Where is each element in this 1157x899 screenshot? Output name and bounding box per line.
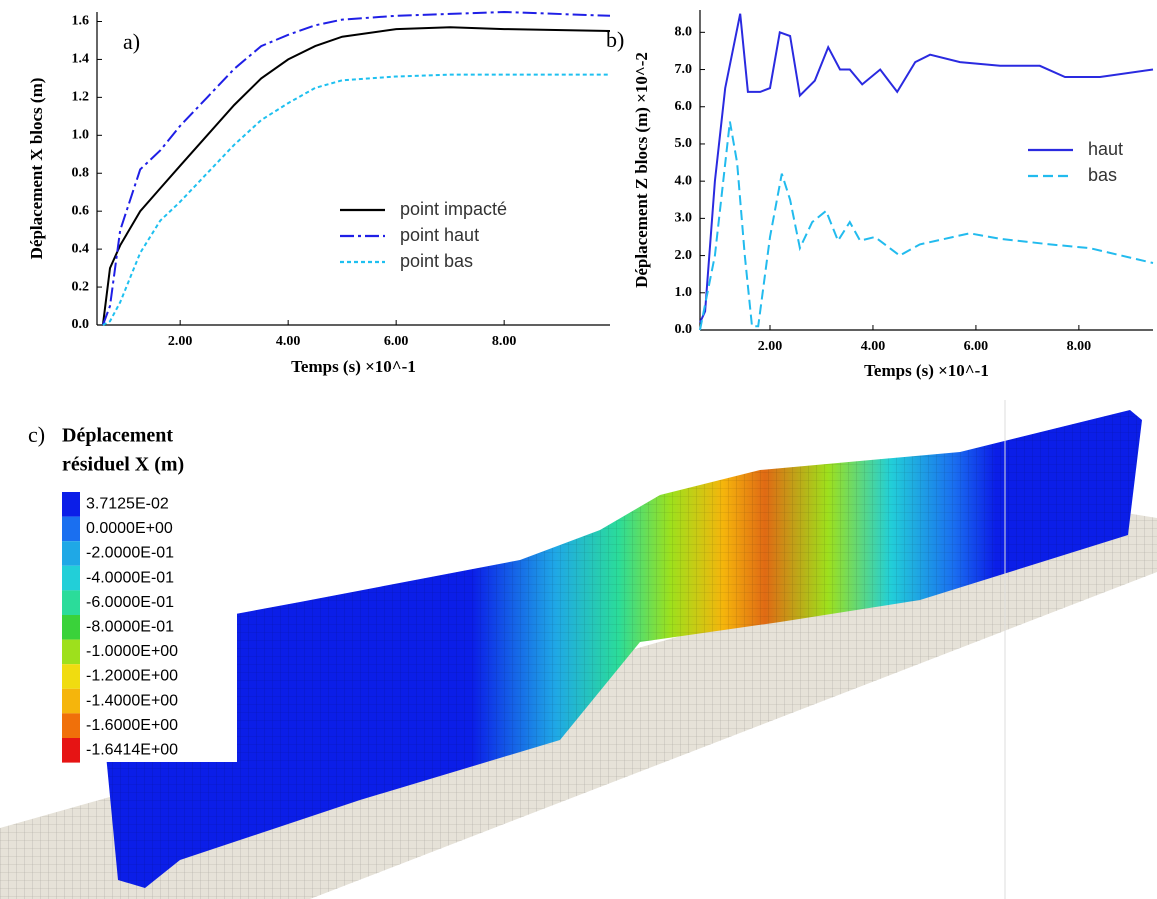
y-tick-label: 0.6	[72, 203, 90, 218]
x-axis-label: Temps (s) ×10^-1	[864, 361, 989, 380]
legend-label: -8.0000E-01	[86, 619, 174, 636]
legend-label: point haut	[400, 225, 479, 245]
legend-box	[55, 484, 237, 762]
legend-swatch	[62, 738, 80, 763]
legend-label: 0.0000E+00	[86, 520, 173, 537]
x-tick-label: 4.00	[861, 339, 886, 354]
data-line	[699, 121, 1154, 331]
legend-swatch	[62, 639, 80, 665]
x-tick-label: 2.00	[168, 334, 193, 349]
legend-swatch	[62, 713, 80, 738]
legend-label: haut	[1088, 139, 1123, 159]
legend-swatch	[62, 664, 80, 689]
color-legend: 3.7125E-02 0.0000E+00 -2.0000E-01 -4.0000E-…	[62, 492, 178, 763]
legend-swatch	[62, 615, 80, 640]
legend-swatch	[62, 492, 80, 517]
x-tick-label: 8.00	[1067, 339, 1092, 354]
y-tick-label: 0.0	[72, 317, 90, 332]
legend-label: -1.2000E+00	[86, 668, 178, 685]
y-tick-label: 2.0	[675, 248, 693, 263]
data-line	[101, 26, 611, 326]
data-line	[101, 10, 611, 326]
legend-title: Déplacement	[62, 425, 173, 447]
legend-subtitle: résiduel X (m)	[62, 454, 184, 476]
x-tick-label: 8.00	[492, 334, 517, 349]
legend-swatch	[62, 590, 80, 615]
y-tick-label: 1.2	[72, 90, 90, 105]
y-tick-label: 3.0	[675, 211, 693, 226]
legend-label: -1.6414E+00	[86, 742, 178, 759]
x-axis-label: Temps (s) ×10^-1	[291, 357, 416, 376]
y-tick-label: 1.0	[72, 128, 90, 143]
y-tick-label: 8.0	[675, 25, 693, 40]
legend-label: -1.0000E+00	[86, 643, 178, 660]
legend-label: -2.0000E-01	[86, 545, 174, 562]
y-tick-label: 1.4	[72, 52, 90, 67]
legend-label: -1.4000E+00	[86, 692, 178, 709]
panel-label: c)	[28, 422, 45, 447]
y-tick-label: 5.0	[675, 136, 693, 151]
y-tick-label: 7.0	[675, 62, 693, 77]
data-line	[699, 13, 1154, 324]
legend-label: point impacté	[400, 199, 507, 219]
panel-label: a)	[123, 29, 140, 54]
x-tick-label: 6.00	[964, 339, 989, 354]
x-tick-label: 2.00	[758, 339, 783, 354]
legend-label: -1.6000E+00	[86, 717, 178, 734]
legend-label: point bas	[400, 251, 473, 271]
legend-swatch	[62, 565, 80, 591]
y-tick-label: 0.2	[72, 279, 90, 294]
legend-label: bas	[1088, 165, 1117, 185]
y-axis-label: Déplacement X blocs (m)	[27, 78, 46, 260]
y-tick-label: 0.0	[675, 322, 693, 337]
y-tick-label: 4.0	[675, 173, 693, 188]
legend-swatch	[62, 516, 80, 542]
y-tick-label: 1.6	[72, 14, 90, 29]
data-line	[102, 73, 610, 326]
x-tick-label: 6.00	[384, 334, 409, 349]
y-tick-label: 1.0	[675, 285, 693, 300]
legend-label: 3.7125E-02	[86, 496, 169, 513]
y-axis-label: Déplacement Z blocs (m) ×10^-2	[632, 52, 651, 288]
wall-mesh	[95, 410, 1142, 888]
legend-label: -6.0000E-01	[86, 594, 174, 611]
y-tick-label: 0.8	[72, 165, 90, 180]
panel-label: b)	[606, 27, 624, 52]
wall-render	[0, 400, 1157, 899]
legend-swatch	[62, 541, 80, 566]
x-tick-label: 4.00	[276, 334, 301, 349]
y-tick-label: 6.0	[675, 99, 693, 114]
legend-label: -4.0000E-01	[86, 569, 174, 586]
y-tick-label: 0.4	[72, 241, 90, 256]
legend-swatch	[62, 688, 80, 714]
